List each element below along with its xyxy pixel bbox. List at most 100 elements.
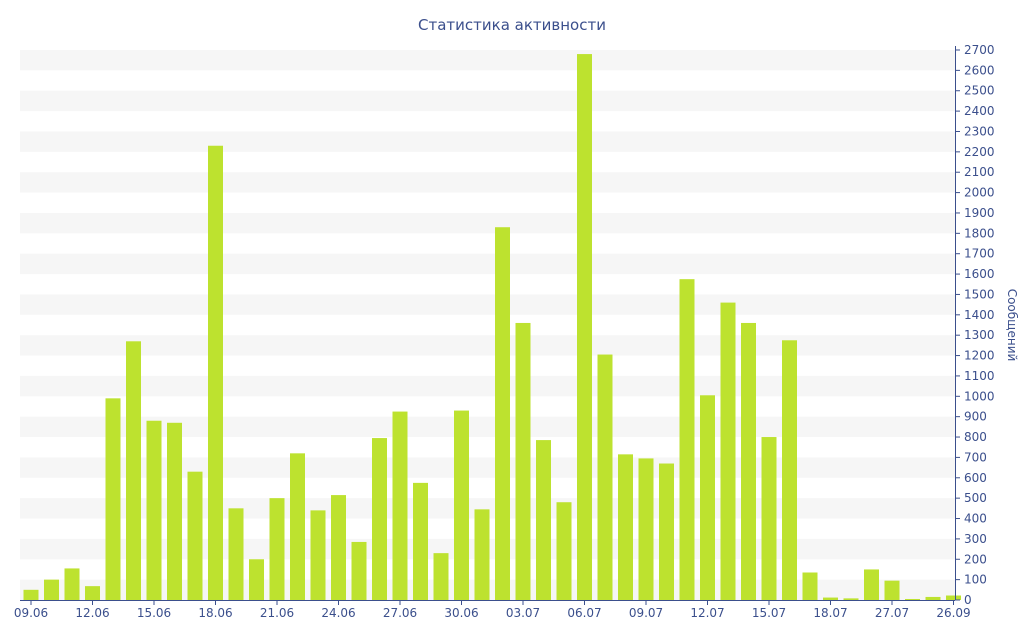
y-axis-label: Сообщений xyxy=(1005,289,1019,362)
x-axis: 09.06 12.06 15.06 18.06 21.06 24.06 27.06 30.06… xyxy=(14,600,971,620)
bar xyxy=(474,509,490,600)
y-tick-label: 200 xyxy=(964,552,987,566)
y-tick-label: 400 xyxy=(964,512,987,526)
bar xyxy=(44,579,59,600)
x-tick-label: 27.07 xyxy=(875,606,909,620)
bar xyxy=(823,597,838,600)
y-tick-label: 1400 xyxy=(964,308,995,322)
bar xyxy=(126,341,141,600)
bar xyxy=(925,596,941,600)
x-tick-label: 06.07 xyxy=(567,606,601,620)
x-tick-label: 09.07 xyxy=(629,606,663,620)
bar xyxy=(85,586,100,600)
bar xyxy=(23,589,39,600)
y-tick-label: 2600 xyxy=(964,63,995,77)
bar xyxy=(105,398,121,600)
bar xyxy=(843,598,859,600)
y-tick-label: 500 xyxy=(964,491,987,505)
y-tick-label: 100 xyxy=(964,573,987,587)
y-tick-label: 1900 xyxy=(964,206,995,220)
y-tick-label: 0 xyxy=(964,593,972,607)
bar xyxy=(310,510,326,600)
x-tick-label: 26.09 xyxy=(936,606,970,620)
bar xyxy=(884,580,900,600)
x-tick-label: 03.07 xyxy=(506,606,540,620)
grid-band xyxy=(20,375,955,397)
grid-band xyxy=(20,50,955,71)
bar xyxy=(720,302,736,600)
bar xyxy=(761,437,777,600)
grid-band xyxy=(20,90,955,112)
y-tick-label: 1700 xyxy=(964,247,995,261)
bar xyxy=(597,354,613,600)
grid-band xyxy=(20,253,955,275)
bar xyxy=(392,411,408,600)
y-tick-label: 800 xyxy=(964,430,987,444)
bar xyxy=(495,227,510,600)
bar xyxy=(782,340,797,600)
bar xyxy=(515,322,531,600)
bar xyxy=(577,54,592,600)
bar xyxy=(679,279,695,600)
x-tick-label: 30.06 xyxy=(444,606,478,620)
bar xyxy=(64,568,80,600)
bar xyxy=(433,553,449,600)
y-tick-label: 2400 xyxy=(964,104,995,118)
bar xyxy=(618,454,633,600)
x-tick-label: 18.07 xyxy=(813,606,847,620)
y-tick-label: 2700 xyxy=(964,43,995,57)
bar xyxy=(208,145,223,601)
y-tick-label: 2500 xyxy=(964,84,995,98)
x-tick-label: 09.06 xyxy=(14,606,48,620)
y-tick-label: 2000 xyxy=(964,186,995,200)
y-tick-label: 1500 xyxy=(964,287,995,301)
bar xyxy=(700,395,715,600)
bar xyxy=(802,572,818,600)
bar xyxy=(741,322,756,600)
bar xyxy=(536,440,551,600)
x-tick-label: 27.06 xyxy=(383,606,417,620)
y-tick-label: 300 xyxy=(964,532,987,546)
bar xyxy=(372,438,387,600)
y-tick-label: 2100 xyxy=(964,165,995,179)
x-tick-label: 15.07 xyxy=(752,606,786,620)
bar xyxy=(249,559,264,600)
bar xyxy=(454,410,469,600)
bar xyxy=(638,458,654,600)
y-tick-label: 600 xyxy=(964,471,987,485)
bar xyxy=(290,453,305,600)
y-tick-label: 1000 xyxy=(964,389,995,403)
y-tick-label: 1200 xyxy=(964,349,995,363)
bar xyxy=(556,502,572,600)
bar xyxy=(167,422,182,600)
y-tick-label: 700 xyxy=(964,450,987,464)
y-tick-label: 1100 xyxy=(964,369,995,383)
y-tick-label: 1800 xyxy=(964,226,995,240)
grid-band xyxy=(20,212,955,234)
bar xyxy=(228,508,244,600)
y-tick-label: 1300 xyxy=(964,328,995,342)
bars xyxy=(23,54,961,601)
bar xyxy=(946,595,961,600)
bar xyxy=(413,482,428,600)
y-tick-label: 2200 xyxy=(964,145,995,159)
bar xyxy=(864,569,879,600)
grid-band xyxy=(20,294,955,315)
y-axis: 0 100 200 300 400 500 600 700 800 900 1000 1100 1200… xyxy=(955,43,995,607)
y-tick-label: 2300 xyxy=(964,124,995,138)
bar xyxy=(269,498,285,600)
y-tick-label: 900 xyxy=(964,410,987,424)
grid-band xyxy=(20,335,955,356)
chart-title: Статистика активности xyxy=(418,16,606,34)
bar xyxy=(351,541,367,600)
x-tick-label: 24.06 xyxy=(321,606,355,620)
grid-bands xyxy=(20,50,955,600)
x-tick-label: 12.06 xyxy=(75,606,109,620)
grid-band xyxy=(20,172,955,193)
x-tick-label: 12.07 xyxy=(690,606,724,620)
y-tick-label: 1600 xyxy=(964,267,995,281)
bar xyxy=(659,463,674,600)
bar xyxy=(331,495,346,600)
bar xyxy=(146,420,162,600)
